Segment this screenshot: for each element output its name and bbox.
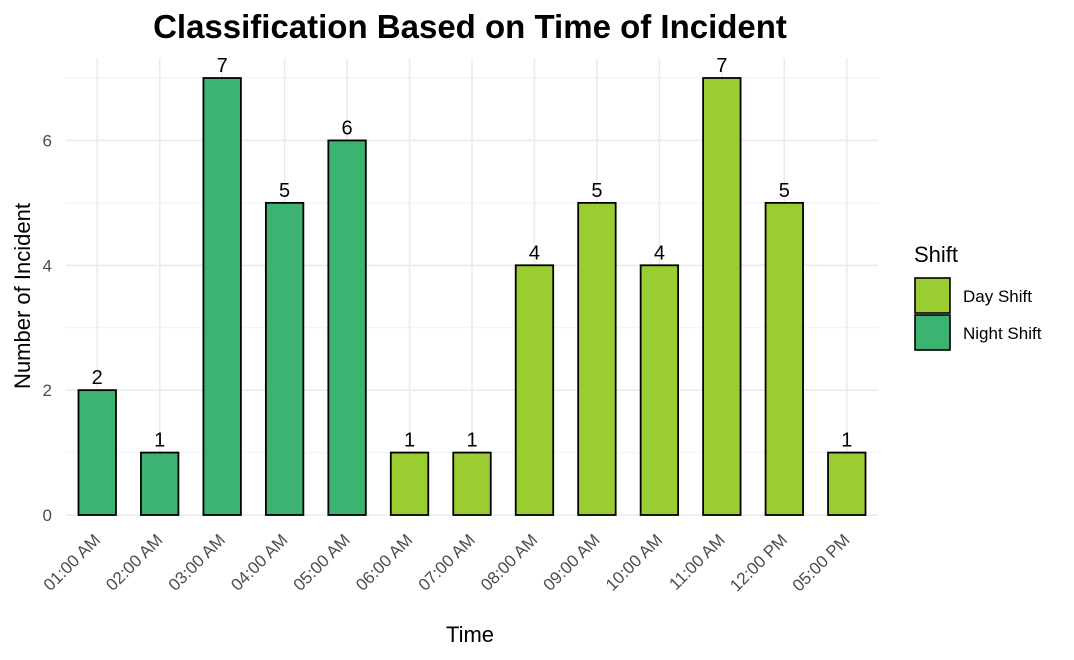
x-tick-label: 03:00 AM	[165, 530, 229, 594]
bar-value-label: 4	[654, 242, 665, 264]
x-tick-label: 10:00 AM	[602, 530, 666, 594]
x-tick-label: 09:00 AM	[540, 530, 604, 594]
y-tick-label: 4	[43, 256, 52, 275]
bar	[764, 201, 804, 516]
bar-value-label: 2	[92, 367, 103, 389]
x-tick-label: 05:00 PM	[789, 530, 854, 595]
bar	[702, 77, 742, 516]
bar-value-label: 7	[716, 55, 727, 77]
bar-value-label: 6	[342, 117, 353, 139]
x-tick-label: 12:00 PM	[726, 530, 791, 595]
x-tick-label: 04:00 AM	[227, 530, 291, 594]
legend-swatch	[914, 277, 951, 314]
y-axis-ticks: 0 2 4 6	[43, 131, 52, 525]
y-axis-title: Number of Incident	[10, 203, 35, 389]
x-tick-label: 11:00 AM	[665, 530, 728, 593]
bar	[639, 264, 680, 516]
y-tick-label: 0	[43, 506, 52, 525]
y-tick-label: 6	[43, 131, 52, 150]
legend-label: Night Shift	[963, 324, 1042, 343]
x-tick-label: 05:00 AM	[290, 530, 354, 594]
bar	[514, 264, 555, 516]
bar-value-label: 5	[591, 180, 602, 202]
bar	[389, 451, 430, 516]
bar-labels: 2 1 7 5 6 1 1 4 5 4 7 5 1	[92, 55, 853, 452]
y-tick-label: 2	[43, 381, 52, 400]
bar	[827, 451, 867, 516]
legend: Shift Day Shift Night Shift	[914, 242, 1042, 351]
x-tick-label: 01:00 AM	[40, 530, 104, 594]
bar	[327, 139, 367, 516]
bars	[77, 77, 867, 516]
x-tick-label: 07:00 AM	[415, 530, 479, 594]
chart-title: Classification Based on Time of Incident	[153, 8, 787, 45]
legend-title: Shift	[914, 242, 958, 267]
bar	[264, 201, 305, 516]
x-axis-title: Time	[446, 622, 494, 647]
bar	[77, 389, 117, 516]
legend-swatch	[914, 314, 951, 351]
bar-value-label: 5	[279, 180, 290, 202]
bar	[577, 201, 617, 516]
bar-value-label: 1	[154, 430, 165, 452]
bar-value-label: 1	[841, 430, 852, 452]
x-tick-label: 02:00 AM	[102, 530, 166, 594]
bar-value-label: 7	[217, 55, 228, 77]
bar-value-label: 5	[779, 180, 790, 202]
bar-value-label: 1	[404, 430, 415, 452]
bar	[452, 451, 492, 516]
bar	[202, 77, 242, 516]
x-tick-label: 08:00 AM	[477, 530, 541, 594]
x-tick-label: 06:00 AM	[352, 530, 416, 594]
bar-value-label: 1	[466, 430, 477, 452]
bar-value-label: 4	[529, 242, 540, 264]
bar	[140, 451, 180, 516]
legend-label: Day Shift	[963, 287, 1032, 306]
